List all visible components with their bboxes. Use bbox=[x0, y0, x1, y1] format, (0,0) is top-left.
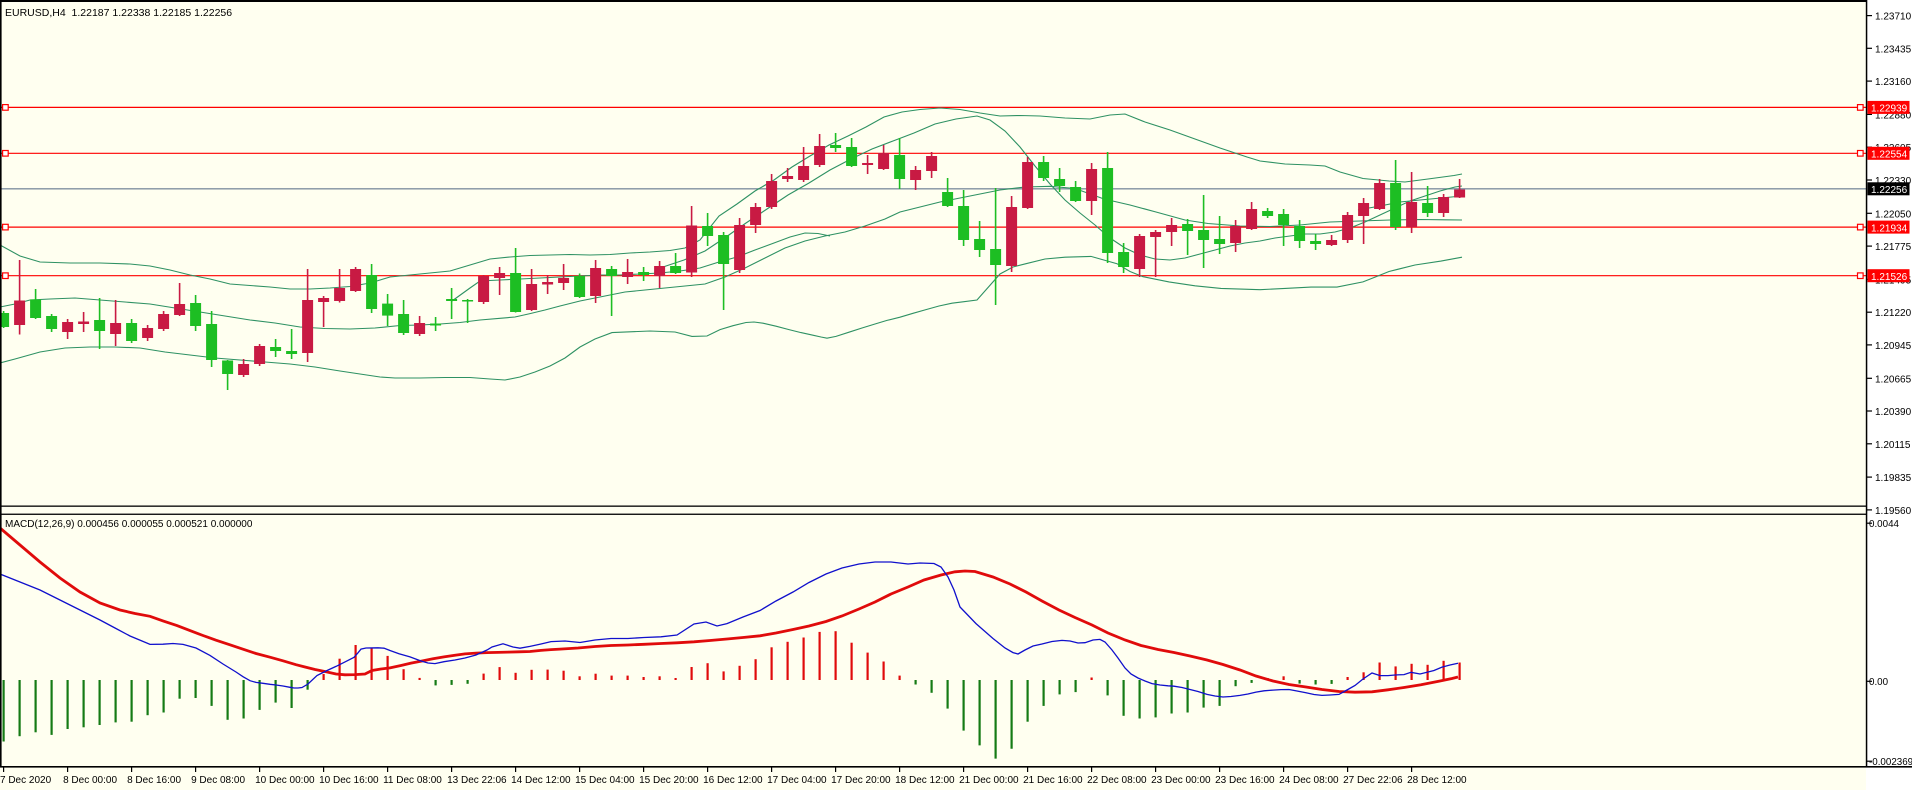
svg-text:1.23435: 1.23435 bbox=[1875, 44, 1912, 55]
svg-text:1.22554: 1.22554 bbox=[1871, 150, 1908, 161]
svg-text:18 Dec 12:00: 18 Dec 12:00 bbox=[895, 775, 955, 786]
svg-text:0.00: 0.00 bbox=[1869, 677, 1889, 688]
svg-text:23 Dec 00:00: 23 Dec 00:00 bbox=[1151, 775, 1211, 786]
svg-text:1.20115: 1.20115 bbox=[1875, 440, 1911, 451]
svg-text:1.21526: 1.21526 bbox=[1871, 272, 1908, 283]
svg-text:15 Dec 20:00: 15 Dec 20:00 bbox=[639, 775, 699, 786]
svg-text:16 Dec 12:00: 16 Dec 12:00 bbox=[703, 775, 763, 786]
svg-text:10 Dec 00:00: 10 Dec 00:00 bbox=[255, 775, 315, 786]
svg-text:8 Dec 00:00: 8 Dec 00:00 bbox=[63, 775, 117, 786]
svg-text:1.23160: 1.23160 bbox=[1875, 77, 1912, 88]
svg-text:24 Dec 08:00: 24 Dec 08:00 bbox=[1279, 775, 1339, 786]
svg-text:EURUSD,H4 1.22187 1.22338 1.2: EURUSD,H4 1.22187 1.22338 1.22185 1.2225… bbox=[5, 7, 232, 19]
svg-text:23 Dec 16:00: 23 Dec 16:00 bbox=[1215, 775, 1275, 786]
svg-text:1.21934: 1.21934 bbox=[1871, 223, 1908, 234]
svg-text:1.22939: 1.22939 bbox=[1871, 104, 1908, 115]
svg-text:28 Dec 12:00: 28 Dec 12:00 bbox=[1407, 775, 1467, 786]
svg-text:1.19835: 1.19835 bbox=[1875, 473, 1912, 484]
svg-text:1.20945: 1.20945 bbox=[1875, 341, 1912, 352]
svg-text:1.20390: 1.20390 bbox=[1875, 407, 1912, 418]
svg-text:-0.002369: -0.002369 bbox=[1869, 757, 1912, 768]
svg-text:1.22050: 1.22050 bbox=[1875, 209, 1912, 220]
svg-text:1.23710: 1.23710 bbox=[1875, 12, 1912, 23]
svg-text:0.0044: 0.0044 bbox=[1869, 519, 1900, 530]
svg-text:1.22256: 1.22256 bbox=[1871, 185, 1908, 196]
svg-text:1.22880: 1.22880 bbox=[1875, 110, 1912, 121]
svg-text:1.20665: 1.20665 bbox=[1875, 374, 1912, 385]
svg-text:17 Dec 20:00: 17 Dec 20:00 bbox=[831, 775, 891, 786]
svg-text:13 Dec 22:06: 13 Dec 22:06 bbox=[447, 775, 507, 786]
svg-text:MACD(12,26,9) 0.000456 0.00005: MACD(12,26,9) 0.000456 0.000055 0.000521… bbox=[5, 519, 253, 530]
svg-text:11 Dec 08:00: 11 Dec 08:00 bbox=[383, 775, 442, 786]
svg-text:17 Dec 04:00: 17 Dec 04:00 bbox=[767, 775, 827, 786]
svg-text:22 Dec 08:00: 22 Dec 08:00 bbox=[1087, 775, 1147, 786]
svg-text:7 Dec 2020: 7 Dec 2020 bbox=[0, 775, 52, 786]
svg-text:1.22330: 1.22330 bbox=[1875, 176, 1912, 187]
svg-text:1.19560: 1.19560 bbox=[1875, 506, 1912, 517]
svg-text:27 Dec 22:06: 27 Dec 22:06 bbox=[1343, 775, 1403, 786]
svg-text:1.21775: 1.21775 bbox=[1875, 242, 1912, 253]
svg-text:10 Dec 16:00: 10 Dec 16:00 bbox=[319, 775, 379, 786]
svg-text:21 Dec 16:00: 21 Dec 16:00 bbox=[1023, 775, 1083, 786]
svg-text:14 Dec 12:00: 14 Dec 12:00 bbox=[511, 775, 571, 786]
svg-text:21 Dec 00:00: 21 Dec 00:00 bbox=[959, 775, 1019, 786]
svg-text:9 Dec 08:00: 9 Dec 08:00 bbox=[191, 775, 245, 786]
svg-text:1.21220: 1.21220 bbox=[1875, 308, 1912, 319]
svg-text:8 Dec 16:00: 8 Dec 16:00 bbox=[127, 775, 181, 786]
svg-text:15 Dec 04:00: 15 Dec 04:00 bbox=[575, 775, 635, 786]
